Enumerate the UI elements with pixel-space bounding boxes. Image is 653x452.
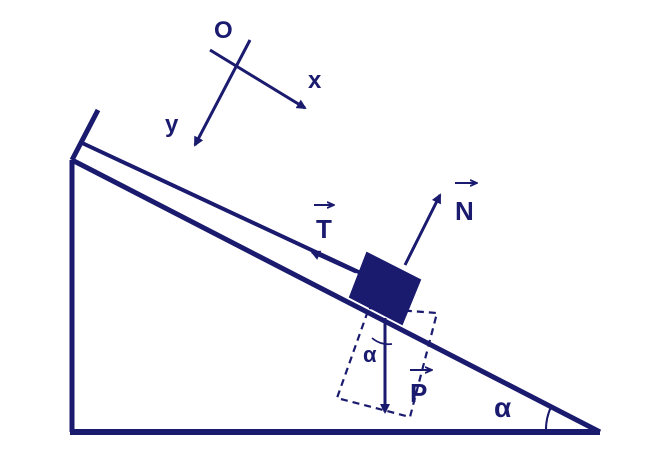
- tension-label: T: [316, 214, 332, 244]
- axis-line-x: [209, 48, 307, 110]
- origin-label: O: [214, 17, 233, 44]
- weight-components-dashed-rect: [335, 306, 439, 419]
- tension-arrow: [310, 250, 357, 274]
- weight-angle-arc: [371, 337, 393, 346]
- x-axis-label: x: [308, 67, 322, 94]
- incline-angle-arc: [544, 404, 553, 433]
- normal-label: N: [455, 196, 474, 226]
- weight-angle-label: α: [363, 342, 377, 367]
- axis-line-y: [193, 39, 252, 147]
- incline-angle-label: α: [494, 392, 511, 423]
- weight-label: P: [410, 378, 427, 408]
- y-axis-label: y: [165, 111, 179, 138]
- top-post: [69, 108, 101, 162]
- normal-arrow: [403, 193, 442, 266]
- incline-surface: [70, 157, 602, 435]
- block: [348, 251, 422, 326]
